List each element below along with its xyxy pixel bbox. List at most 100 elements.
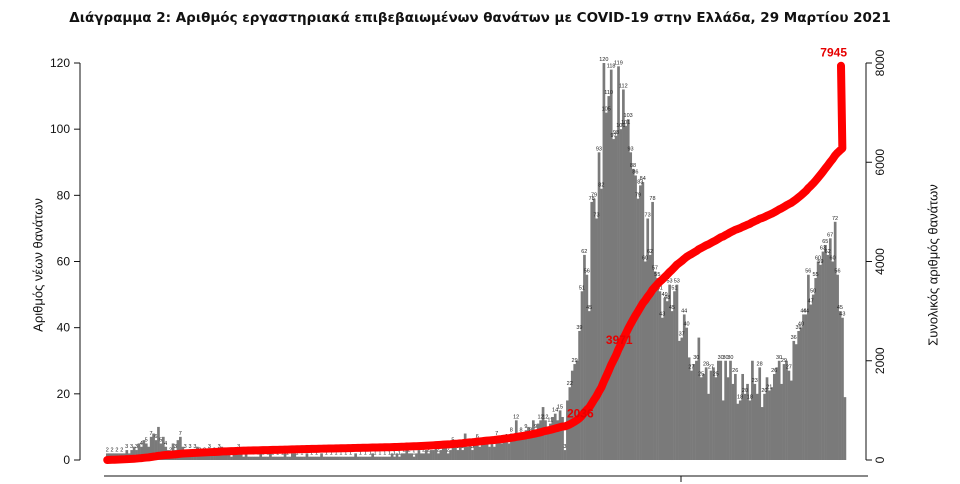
bar	[222, 453, 226, 460]
bar	[325, 456, 328, 460]
bar	[826, 254, 830, 460]
bar-value-label: 12	[537, 414, 543, 420]
bar	[707, 393, 710, 460]
y-tick-label-right: 4000	[873, 248, 887, 275]
bar	[300, 456, 304, 460]
bar-value-label: 2	[120, 447, 123, 453]
bar	[259, 453, 263, 460]
bar-value-label: 26	[732, 368, 738, 374]
bar	[721, 400, 725, 460]
bar-value-label: 7	[495, 431, 498, 437]
bar-value-label: 78	[649, 196, 655, 202]
bar	[144, 443, 148, 460]
bar	[346, 456, 350, 460]
bar	[553, 413, 557, 460]
bar	[712, 367, 715, 460]
bar-value-label: 60	[815, 256, 821, 262]
bar	[378, 456, 382, 460]
bar	[476, 440, 479, 460]
bar-value-label: 65	[822, 239, 828, 245]
bar	[412, 456, 416, 460]
bar	[247, 456, 250, 460]
bar-value-label: 1	[296, 451, 299, 457]
bar	[695, 360, 698, 460]
bar	[198, 453, 202, 460]
bar	[836, 274, 839, 460]
bar	[690, 370, 693, 460]
bar-value-label: 9	[534, 424, 537, 430]
bar	[799, 327, 803, 460]
bar	[741, 373, 745, 460]
bar-value-label: 2	[106, 447, 109, 453]
bar	[510, 433, 513, 460]
bar-value-label: 2	[169, 447, 172, 453]
y-tick-label-left: 0	[63, 453, 70, 467]
bar	[495, 436, 499, 460]
bar-value-label: 27	[786, 365, 792, 371]
bar	[249, 456, 253, 460]
bar	[573, 364, 577, 460]
bar-value-label: 43	[659, 312, 665, 318]
bar	[461, 450, 465, 460]
bar-value-label: 6	[476, 434, 479, 440]
bar	[286, 456, 289, 460]
bar-value-label: 53	[674, 279, 680, 285]
bar-value-label: 12	[513, 414, 519, 420]
y-tick-label-left: 40	[57, 321, 71, 335]
bar	[592, 198, 596, 460]
bar-value-label: 30	[693, 355, 699, 361]
bar	[402, 453, 406, 460]
bar	[383, 456, 387, 460]
bar	[488, 446, 491, 460]
bar	[500, 443, 504, 460]
bar-value-label: 2	[427, 447, 430, 453]
bar	[702, 373, 706, 460]
bar	[490, 443, 494, 460]
bar-value-label: 103	[624, 113, 633, 119]
bar	[480, 443, 484, 460]
bars-group	[106, 63, 847, 461]
bar-value-label: 1	[373, 451, 376, 457]
bar-value-label: 1	[330, 451, 333, 457]
bar	[807, 274, 810, 460]
bar-value-label: 29	[572, 358, 578, 364]
bar-value-label: 20	[742, 388, 748, 394]
bar	[751, 360, 754, 460]
bar	[493, 446, 496, 460]
bar-value-label: 28	[703, 361, 709, 367]
bar-value-label: 29	[781, 358, 787, 364]
bar	[356, 456, 360, 460]
bar-value-label: 101	[621, 120, 630, 126]
bar	[149, 436, 153, 460]
y-tick-label-left: 120	[50, 56, 70, 70]
bar	[337, 456, 340, 460]
bar	[843, 397, 847, 460]
bar	[366, 456, 370, 460]
bar	[729, 360, 732, 460]
bar	[349, 456, 353, 460]
bar-value-label: 51	[657, 285, 663, 291]
bar	[838, 311, 842, 461]
bar	[322, 456, 326, 460]
bar	[612, 139, 615, 460]
bar	[281, 456, 284, 460]
bar	[276, 456, 280, 460]
bar-value-label: 26	[771, 368, 777, 374]
bar	[449, 450, 452, 460]
bar	[517, 440, 521, 460]
bar	[200, 453, 204, 460]
bar-value-label: 12	[542, 414, 548, 420]
bar-value-label: 37	[679, 332, 685, 338]
bar-value-label: 28	[757, 361, 763, 367]
bar-value-label: 11	[547, 418, 553, 424]
bar	[308, 456, 311, 460]
bar-value-label: 56	[584, 269, 590, 275]
bar-value-label: 48	[664, 295, 670, 301]
bar-value-label: 30	[776, 355, 782, 361]
bar-value-label: 8	[510, 428, 513, 434]
bar	[427, 453, 430, 460]
bar	[368, 456, 372, 460]
bar-value-label: 56	[834, 269, 840, 275]
